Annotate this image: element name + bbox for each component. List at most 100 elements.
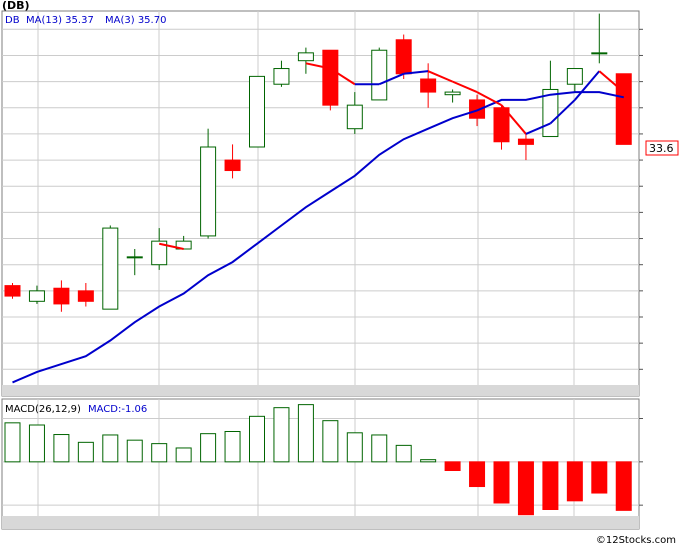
macd-bar <box>395 444 412 463</box>
price-panel <box>1 10 640 397</box>
ma3-segment <box>476 91 502 107</box>
candle-body <box>249 75 265 148</box>
macd-date-band <box>2 516 639 529</box>
candle-body <box>151 240 168 266</box>
candle-body <box>371 49 388 101</box>
ma3-segment <box>329 67 356 86</box>
candle-body <box>322 49 339 106</box>
candle-body <box>102 227 119 310</box>
candle-body <box>591 52 608 55</box>
candle-body <box>297 52 314 62</box>
candle-body <box>200 146 217 237</box>
ma3-segment <box>500 104 527 135</box>
candle-body <box>4 285 21 297</box>
candle-body <box>493 107 510 143</box>
macd-bar <box>615 461 632 511</box>
price-date-band <box>2 385 639 396</box>
ma3-segment <box>305 62 331 70</box>
ma3-segment <box>378 72 405 86</box>
ma3-segment <box>427 70 453 83</box>
last-price-label: 33.6 <box>649 142 674 155</box>
macd-bar <box>566 461 583 502</box>
candle <box>346 92 363 134</box>
ma3-segment <box>549 99 576 125</box>
candle <box>273 60 290 87</box>
candle-body <box>420 78 437 93</box>
macd-bar <box>493 461 510 504</box>
candle-body <box>395 39 412 75</box>
macd-bar <box>371 434 388 463</box>
candle <box>102 225 119 310</box>
candle-body <box>469 99 486 119</box>
ma3-segment <box>525 122 551 135</box>
candle-body <box>346 104 363 130</box>
candle-body <box>517 138 534 145</box>
candle <box>469 94 486 127</box>
candle <box>615 73 632 145</box>
candle <box>420 63 437 108</box>
ma3-segment <box>403 70 429 75</box>
macd-bar <box>273 407 290 463</box>
macd-bar <box>591 461 608 494</box>
macd-bar <box>346 432 363 463</box>
candle <box>200 128 217 239</box>
macd-bar <box>200 433 217 463</box>
legend-ma3: MA(3) 35.70 <box>105 15 166 26</box>
candle-body <box>126 256 143 259</box>
candle-body <box>77 290 94 302</box>
macd-bar <box>517 461 534 516</box>
legend-ma13: MA(13) 35.37 <box>26 15 94 26</box>
candle <box>371 47 388 101</box>
candle <box>224 144 241 179</box>
macd-bar <box>102 434 119 463</box>
macd-bar <box>151 443 168 463</box>
macd-bar <box>4 422 21 463</box>
candle <box>4 283 21 299</box>
candle-body <box>444 91 461 96</box>
macd-legend-value: MACD:-1.06 <box>88 404 147 415</box>
macd-bar <box>53 434 70 463</box>
candle <box>517 133 534 161</box>
macd-bar <box>28 424 45 463</box>
chart-title: (DB) <box>2 0 30 12</box>
macd-bar <box>322 420 339 463</box>
macd-bar <box>542 461 559 511</box>
candle <box>126 249 143 276</box>
candle <box>77 283 94 307</box>
candle-body <box>224 159 241 172</box>
candle <box>395 34 412 79</box>
candle <box>28 285 45 304</box>
price-y-axis <box>639 28 643 370</box>
ma3-segment <box>598 70 625 93</box>
candle <box>151 228 168 270</box>
candle-body <box>28 290 45 302</box>
candle <box>249 75 265 148</box>
macd-bar <box>175 447 192 463</box>
candle <box>53 280 70 312</box>
ma3-segment <box>574 70 601 101</box>
candle-body <box>273 68 290 85</box>
candle-body <box>566 68 583 85</box>
macd-bar <box>224 431 241 463</box>
watermark: ©12Stocks.com <box>596 535 676 546</box>
macd-bar <box>297 404 314 463</box>
ma3-segment <box>158 242 184 250</box>
candlestick-series <box>4 13 632 312</box>
macd-bar <box>126 439 143 463</box>
candle-body <box>53 287 70 305</box>
macd-bar <box>420 459 437 463</box>
macd-bar <box>469 461 486 488</box>
ma3-segment <box>452 80 478 93</box>
macd-bar <box>77 441 94 463</box>
last-price-tag <box>645 140 679 156</box>
candle <box>297 47 314 74</box>
ma13-line <box>12 91 625 384</box>
macd-bar <box>444 461 461 472</box>
ma3-line <box>158 62 625 250</box>
candle-body <box>615 73 632 145</box>
candle <box>322 49 339 111</box>
legend-symbol: DB <box>5 15 20 26</box>
macd-legend-params: MACD(26,12,9) <box>5 404 81 415</box>
macd-y-axis <box>639 418 643 506</box>
